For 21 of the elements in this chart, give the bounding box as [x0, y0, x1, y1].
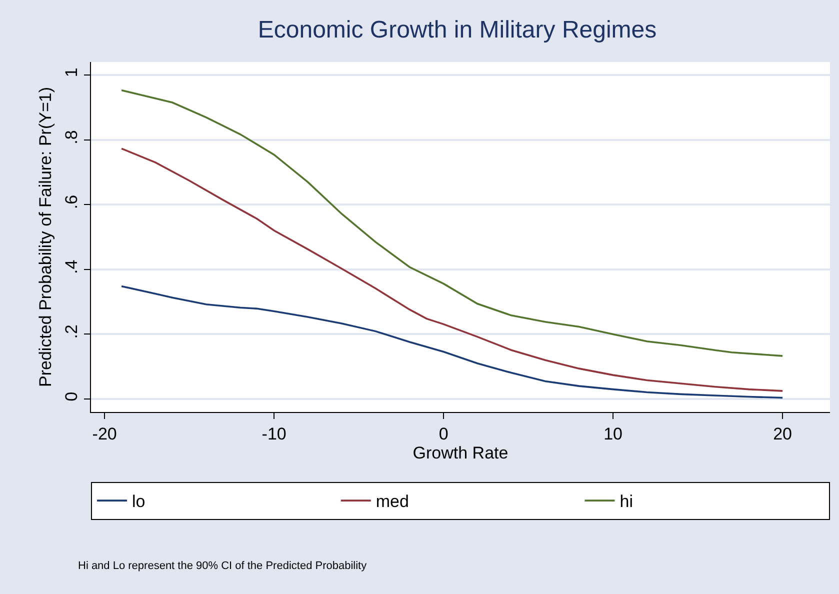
legend-label: lo: [132, 492, 146, 512]
x-axis-title: Growth Rate: [412, 443, 508, 462]
line-series: [120, 148, 784, 392]
y-tick-label: 1: [62, 68, 82, 78]
line-series: [120, 89, 784, 357]
x-tick-label: 20: [773, 424, 792, 444]
chart-title: Economic Growth in Military Regimes: [258, 16, 657, 44]
text: Hi and Lo represent the 90% CI of the Predicted Probability: [78, 560, 368, 572]
legend-label: hi: [620, 492, 633, 512]
y-tick-label: .6: [62, 194, 82, 210]
x-tick-label: -10: [262, 424, 286, 444]
y-axis-title: Predicted Probability of Failure: Pr(Y=1): [36, 87, 55, 387]
y-tick-label: 0: [62, 392, 82, 402]
y-tick-label: .8: [62, 130, 82, 144]
x-tick-label: 10: [604, 424, 623, 444]
legend-label: med: [376, 492, 409, 512]
line-series: [120, 285, 784, 399]
x-tick-label: 0: [438, 424, 448, 444]
y-tick-label: .4: [62, 260, 82, 274]
x-tick-label: -20: [92, 424, 117, 444]
y-tick-label: .2: [62, 324, 82, 339]
